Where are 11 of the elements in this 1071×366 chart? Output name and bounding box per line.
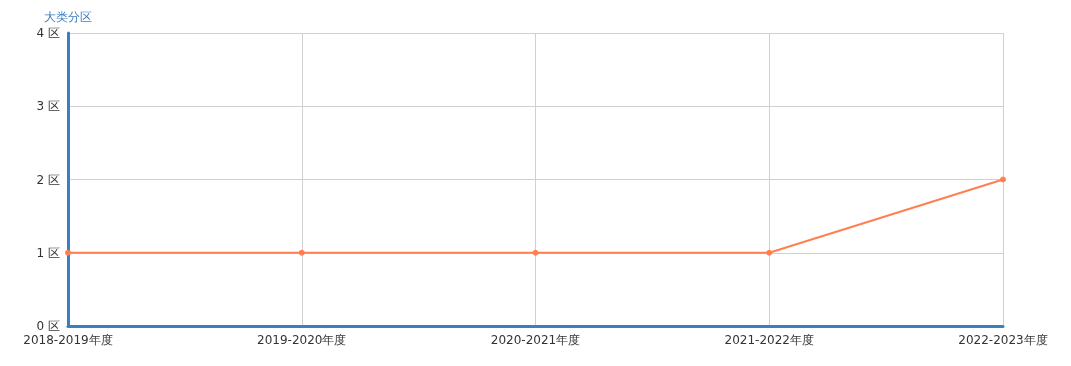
x-tick-label: 2019-2020年度 [257, 333, 347, 347]
y-tick-label: 0 区 [36, 319, 60, 333]
x-tick-label: 2021-2022年度 [724, 333, 814, 347]
x-tick-label: 2022-2023年度 [958, 333, 1048, 347]
x-tick-label: 2020-2021年度 [490, 333, 581, 347]
y-tick-label: 4 区 [36, 26, 60, 40]
y-tick-label: 3 区 [36, 99, 60, 114]
y-tick-label: 1 区 [36, 245, 60, 260]
x-tick-label: 2018-2019年度 [23, 333, 113, 347]
y-axis-title: 大类分区 [44, 10, 92, 24]
y-tick-label: 2 区 [36, 172, 60, 187]
